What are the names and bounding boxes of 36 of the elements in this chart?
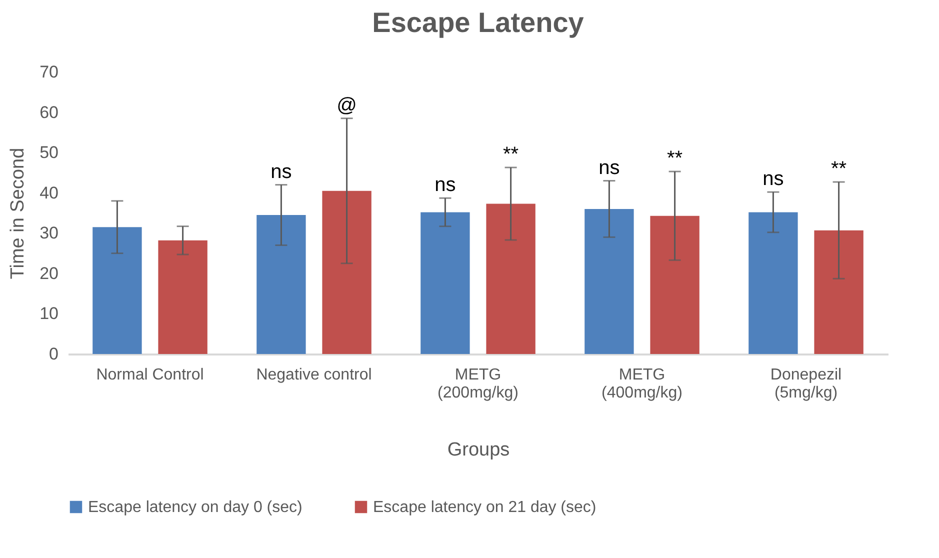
x-tick-label: Normal Control	[96, 366, 204, 384]
y-tick-label: 40	[40, 183, 58, 202]
annotation: **	[667, 148, 683, 170]
x-tick-label: Negative control	[256, 366, 372, 384]
y-tick-label: 50	[40, 143, 58, 162]
bar	[650, 216, 700, 354]
x-tick-label: Donepezil (5mg/kg)	[770, 366, 842, 402]
bar	[420, 212, 470, 354]
annotation: ns	[434, 174, 456, 196]
y-tick-label: 60	[40, 102, 58, 122]
bar	[158, 240, 208, 354]
bar	[322, 190, 372, 354]
y-tick-label: 10	[40, 304, 58, 324]
y-tick-label: 0	[49, 344, 58, 364]
annotation: ns	[762, 168, 784, 190]
annotation: **	[831, 158, 847, 180]
x-axis-title: Groups	[447, 440, 510, 460]
chart-title: Escape Latency	[372, 7, 584, 38]
bar	[92, 227, 142, 354]
annotation: **	[503, 143, 519, 166]
bar	[748, 212, 798, 354]
annotation: ns	[598, 156, 620, 179]
annotation: @	[336, 94, 357, 116]
x-tick-label: METG (400mg/kg)	[602, 366, 682, 402]
x-tick-label: METG (200mg/kg)	[438, 366, 518, 402]
y-axis-title: Time in Second	[8, 148, 29, 280]
legend-label: Escape latency on day 0 (sec)	[88, 499, 302, 516]
bar	[814, 230, 864, 354]
y-tick-label: 30	[40, 224, 58, 243]
legend-label: Escape latency on 21 day (sec)	[373, 499, 596, 516]
bar	[584, 208, 634, 354]
bar	[256, 215, 306, 354]
y-tick-label: 70	[40, 62, 58, 82]
y-tick-label: 20	[40, 264, 58, 283]
annotation: ns	[270, 160, 292, 183]
bar	[486, 204, 536, 354]
